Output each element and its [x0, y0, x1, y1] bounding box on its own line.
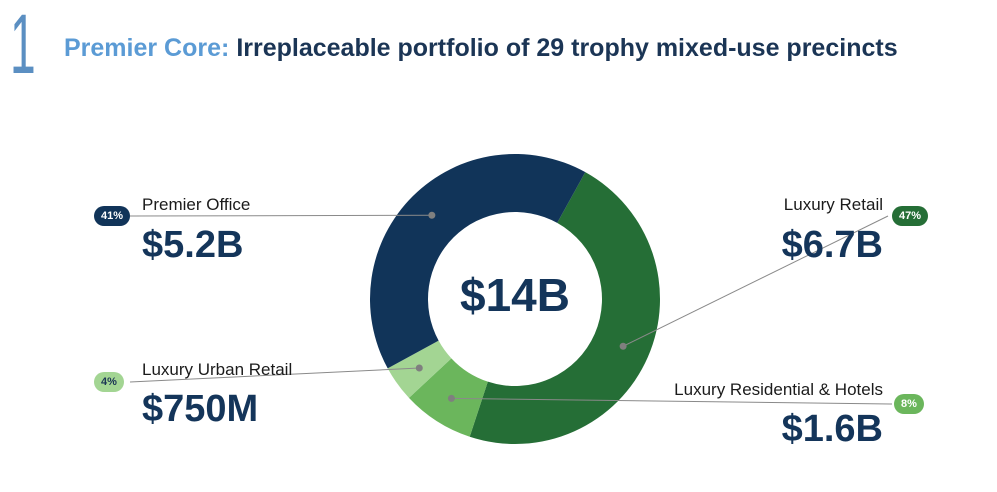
leader-dot-luxury-urban-retail [415, 364, 423, 372]
pct-badge-premier-office: 41% [94, 206, 131, 226]
leader-line-luxury-residential-hotels [451, 397, 893, 405]
label-premier-office: Premier Office [142, 195, 251, 214]
leader-dot-luxury-residential-hotels [447, 394, 455, 402]
leader-lines [129, 211, 893, 405]
label-luxury-retail: Luxury Retail [783, 195, 883, 214]
title-accent: Premier Core: [64, 34, 230, 62]
section-number: 1 [10, 0, 36, 91]
pct-badge-luxury-retail: 47% [892, 206, 929, 226]
page-title: Premier Core: Irreplaceable portfolio of… [64, 34, 898, 63]
leader-dot-luxury-retail [619, 342, 627, 350]
value-premier-office: $5.2B [142, 224, 244, 266]
value-luxury-urban-retail: $750M [142, 388, 259, 430]
value-luxury-retail: $6.7B [781, 224, 883, 266]
slice-luxury-retail [469, 172, 660, 444]
label-luxury-urban-retail: Luxury Urban Retail [142, 360, 293, 379]
value-luxury-residential-hotels: $1.6B [781, 408, 883, 450]
leader-line-luxury-urban-retail [129, 367, 420, 383]
pct-badge-luxury-urban-retail: 4% [94, 372, 124, 392]
leader-dot-premier-office [428, 211, 436, 219]
total-value: $14B [460, 269, 570, 321]
pct-badge-luxury-residential-hotels: 8% [894, 394, 924, 414]
slice-premier-office [369, 153, 586, 369]
label-luxury-residential-hotels: Luxury Residential & Hotels [674, 380, 883, 399]
title-text: Irreplaceable portfolio of 29 trophy mix… [236, 34, 898, 62]
leader-line-luxury-retail [622, 215, 889, 347]
leader-line-premier-office [129, 214, 432, 217]
